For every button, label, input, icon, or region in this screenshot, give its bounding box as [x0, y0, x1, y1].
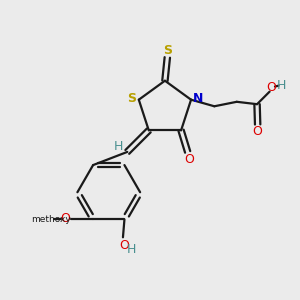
Text: H: H — [127, 243, 136, 256]
Text: O: O — [60, 212, 70, 225]
Text: H: H — [277, 79, 286, 92]
Text: O: O — [253, 124, 262, 138]
Text: N: N — [192, 92, 203, 105]
Text: H: H — [114, 140, 123, 153]
Text: O: O — [119, 238, 129, 252]
Text: S: S — [164, 44, 172, 57]
Text: S: S — [127, 92, 136, 105]
Text: O: O — [266, 81, 276, 94]
Text: O: O — [184, 153, 194, 166]
Text: methoxy: methoxy — [32, 215, 71, 224]
